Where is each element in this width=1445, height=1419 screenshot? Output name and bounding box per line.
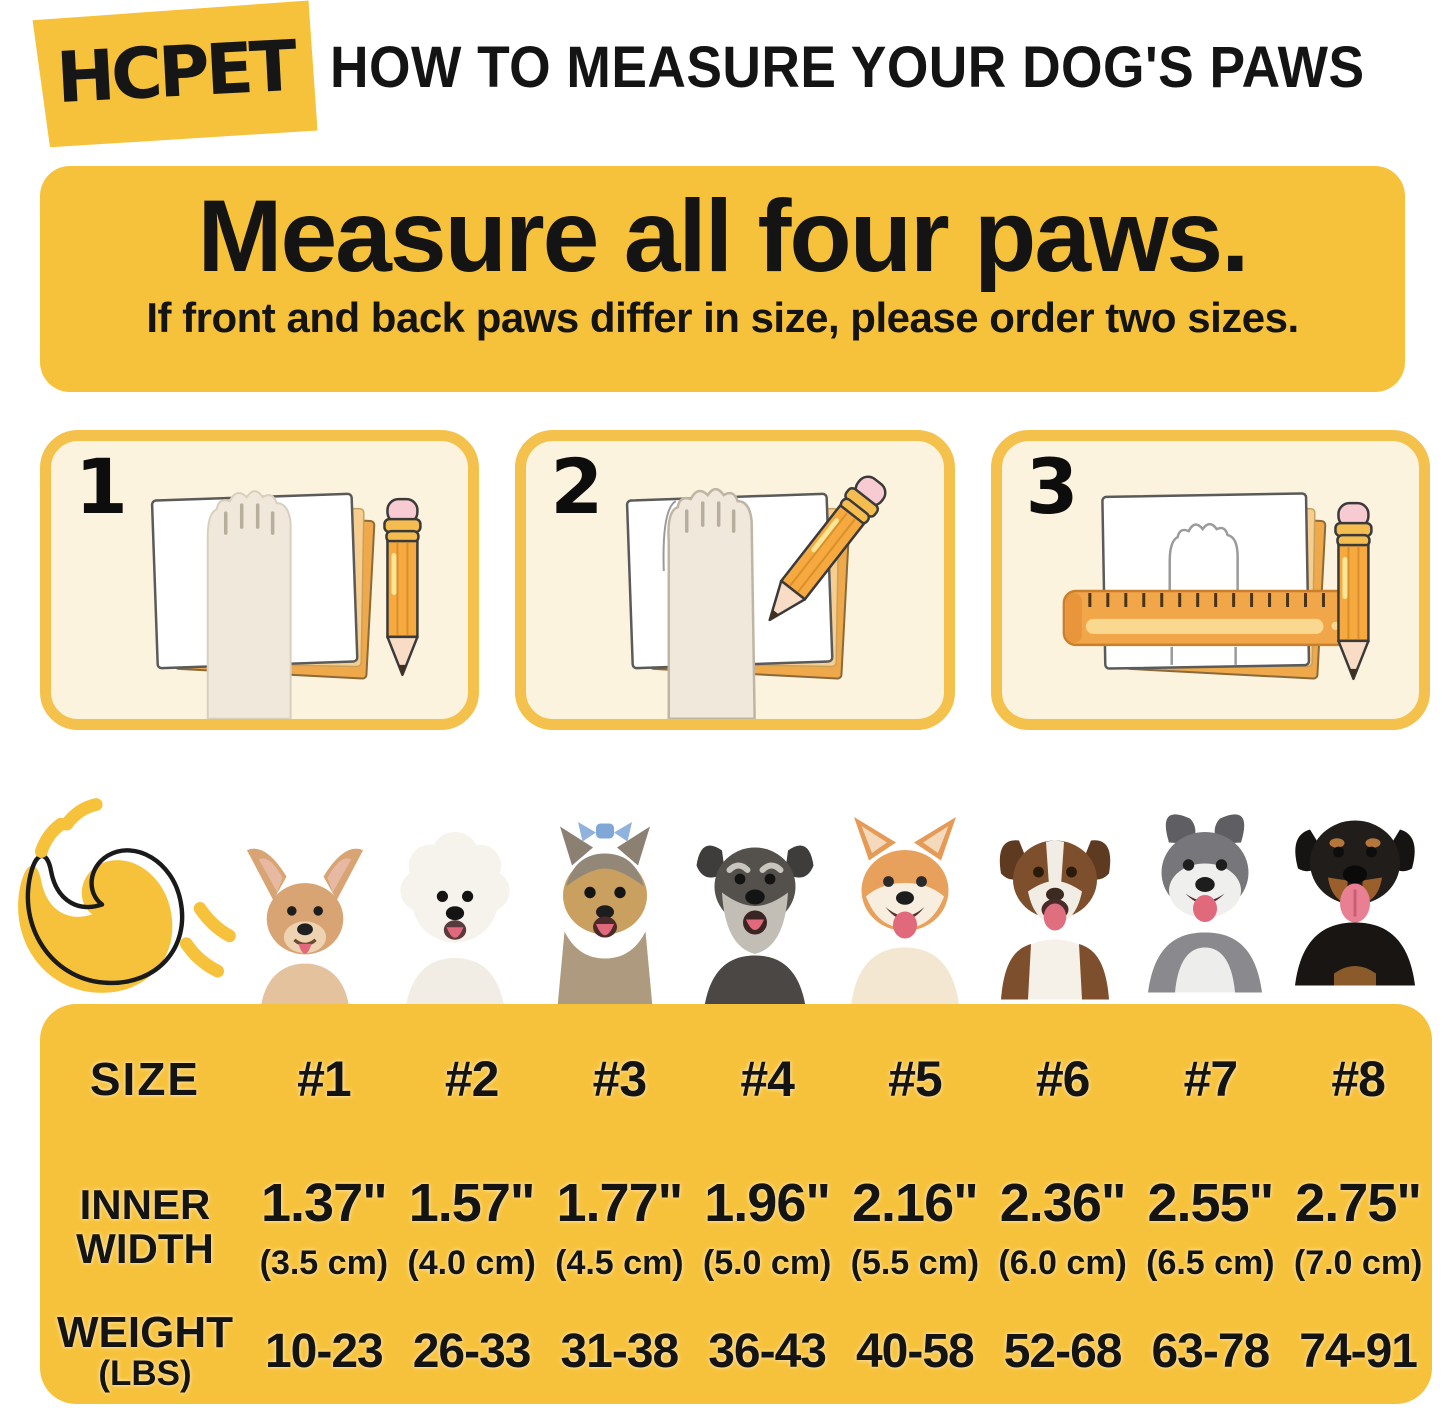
size-cell: #6 <box>1035 1051 1091 1107</box>
inner-width-cm: (5.0 cm) <box>702 1243 832 1282</box>
weight-cell: 74-91 <box>1299 1324 1418 1378</box>
banner-heading: Measure all four paws. <box>197 179 1249 293</box>
ruler-icon <box>1062 589 1361 647</box>
inner-width-inches: 1.96" <box>704 1172 831 1233</box>
paper-stack-icon <box>1100 492 1326 680</box>
size-row-label: SIZE <box>89 1053 201 1105</box>
inner-width-inches: 2.36" <box>999 1172 1127 1233</box>
inner-width-cell: 2.36" (6.0 cm) <box>998 1172 1127 1283</box>
dog-slot <box>380 832 530 1014</box>
size-cell: #5 <box>888 1051 943 1107</box>
inner-width-cell: 1.57" (4.0 cm) <box>407 1172 536 1283</box>
page-title: HOW TO MEASURE YOUR DOG'S PAWS <box>330 35 1365 100</box>
inner-width-cell: 2.16" (5.5 cm) <box>851 1172 980 1283</box>
dog-paw-icon <box>206 490 292 719</box>
brand-logo: HCPET <box>34 4 316 144</box>
size-cell: #8 <box>1331 1051 1386 1107</box>
weight-row-label: WEIGHT (LBS) <box>57 1307 233 1393</box>
step-card-2: 2 <box>515 430 955 730</box>
pencil-icon <box>383 497 422 677</box>
yorkshire-terrier-photo <box>557 822 653 1013</box>
inner-width-cm: (6.0 cm) <box>998 1243 1127 1282</box>
dog-slot <box>980 790 1130 1014</box>
miniature-schnauzer-photo <box>696 845 814 1010</box>
weight-label-line2: (LBS) <box>98 1353 192 1393</box>
pencil-icon <box>768 475 887 622</box>
weight-cell: 63-78 <box>1151 1324 1270 1378</box>
australian-shepherd-photo <box>999 840 1111 1000</box>
inner-width-label-line2: WIDTH <box>76 1225 214 1272</box>
inner-width-cm: (4.5 cm) <box>555 1243 684 1282</box>
size-chart: SIZE #1 #2 #3 #4 #5 #6 #7 #8 INNER WIDTH… <box>40 1004 1432 1404</box>
dog-paw-icon <box>662 487 757 719</box>
size-cell: #4 <box>740 1051 795 1107</box>
weight-cell: 52-68 <box>1003 1324 1123 1378</box>
size-cell: #1 <box>297 1051 352 1107</box>
measuring-outline-with-ruler-illustration <box>1062 492 1373 681</box>
measurement-steps: 1 <box>40 430 1430 730</box>
inner-width-cm: (5.5 cm) <box>850 1243 980 1282</box>
header: HCPET HOW TO MEASURE YOUR DOG'S PAWS <box>0 0 1445 152</box>
weight-cell: 40-58 <box>855 1324 975 1378</box>
inner-width-cm: (3.5 cm) <box>259 1243 389 1282</box>
step-card-1: 1 <box>40 430 480 730</box>
inner-width-cell: 1.37" (3.5 cm) <box>260 1172 389 1283</box>
paw-on-paper-illustration <box>150 490 422 719</box>
step-number: 1 <box>75 442 128 531</box>
bichon-frise-photo <box>400 832 510 1014</box>
brand-logo-text: HCPET <box>54 24 296 120</box>
inner-width-label-line1: INNER <box>79 1180 211 1228</box>
inner-width-cm: (4.0 cm) <box>407 1243 536 1282</box>
inner-width-cell: 1.77" (4.5 cm) <box>555 1172 684 1283</box>
dog-breed-row <box>230 752 1430 1014</box>
instruction-banner: Measure all four paws. If front and back… <box>40 166 1405 392</box>
dog-slot <box>1280 762 1430 1014</box>
inner-width-inches: 2.55" <box>1147 1172 1275 1233</box>
dog-slot <box>530 816 680 1014</box>
pencil-icon <box>1333 501 1373 681</box>
weight-cell: 36-43 <box>708 1324 827 1378</box>
dog-slot <box>680 810 830 1014</box>
inner-width-inches: 2.16" <box>852 1172 979 1233</box>
weight-cell: 10-23 <box>264 1324 384 1378</box>
weight-cell: 26-33 <box>412 1324 532 1378</box>
inner-width-inches: 1.77" <box>556 1172 684 1233</box>
step-number: 3 <box>1025 442 1079 531</box>
inner-width-row-label: INNER WIDTH <box>76 1180 214 1272</box>
dog-slot <box>1130 776 1280 1014</box>
step-card-3: 3 <box>990 430 1430 730</box>
inner-width-cell: 2.75" (7.0 cm) <box>1294 1172 1423 1283</box>
inner-width-inches: 1.57" <box>408 1172 536 1233</box>
alaskan-malamute-photo <box>1148 814 1262 993</box>
rottweiler-photo <box>1295 820 1415 986</box>
inner-width-cm: (7.0 cm) <box>1293 1243 1423 1282</box>
weight-cell: 31-38 <box>560 1324 679 1378</box>
weight-label-line1: WEIGHT <box>57 1307 233 1357</box>
inner-width-inches: 1.37" <box>261 1172 388 1233</box>
shiba-inu-photo <box>851 817 959 1005</box>
inner-width-cell: 2.55" (6.5 cm) <box>1146 1172 1275 1283</box>
inner-width-cell: 1.96" (5.0 cm) <box>703 1172 832 1283</box>
inner-width-cm: (6.5 cm) <box>1146 1243 1275 1282</box>
size-cell: #7 <box>1183 1051 1239 1107</box>
dog-slot <box>230 842 380 1014</box>
yellow-squiggle-decoration <box>18 798 236 993</box>
tracing-paw-with-pencil-illustration <box>626 475 887 719</box>
paw-outline-icon <box>1168 522 1239 665</box>
dog-slot <box>830 800 980 1014</box>
inner-width-inches: 2.75" <box>1295 1172 1422 1233</box>
step-number: 2 <box>550 442 604 531</box>
size-cell: #2 <box>444 1051 500 1107</box>
chihuahua-photo <box>246 848 364 1014</box>
banner-subheading: If front and back paws differ in size, p… <box>146 294 1299 342</box>
size-cell: #3 <box>592 1051 648 1107</box>
